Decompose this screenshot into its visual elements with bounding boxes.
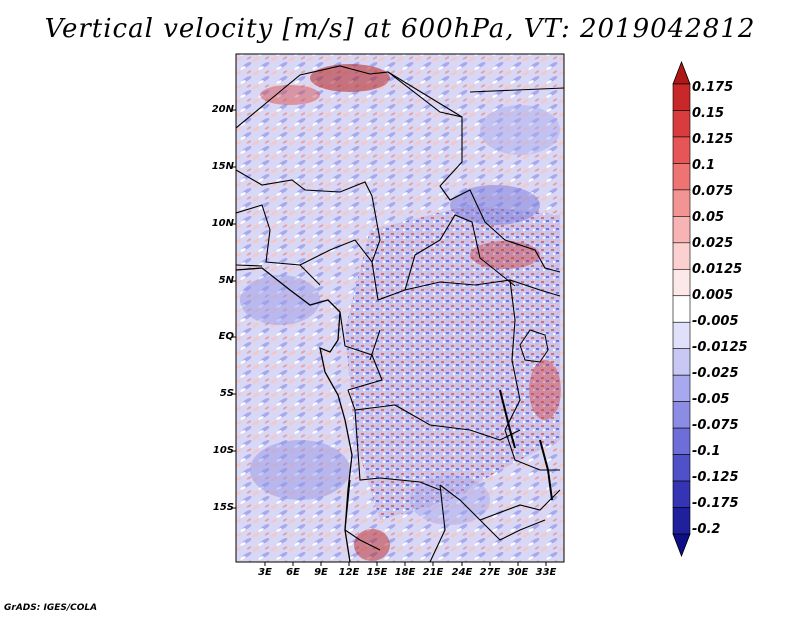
lon-label: 33E bbox=[535, 567, 557, 578]
lat-label: 20N bbox=[211, 104, 234, 115]
lon-ticks bbox=[264, 562, 547, 566]
lon-label: 24E bbox=[451, 567, 473, 578]
figure-title: Vertical velocity [m/s] at 600hPa, VT: 2… bbox=[44, 14, 756, 44]
lat-label: 10S bbox=[212, 445, 234, 456]
lake-victoria bbox=[519, 329, 549, 363]
colorbar-label: 0.0125 bbox=[692, 262, 743, 277]
colorbar-swatch bbox=[672, 507, 691, 535]
colorbar-swatch bbox=[672, 268, 691, 297]
colorbar-swatch bbox=[672, 427, 691, 455]
colorbar-label: -0.05 bbox=[692, 392, 730, 407]
colorbar-label: 0.025 bbox=[692, 236, 734, 251]
lat-label: 5N bbox=[218, 275, 234, 286]
lat-label: 5S bbox=[219, 388, 234, 399]
vertical-velocity-field bbox=[236, 54, 564, 562]
colorbar-label: -0.125 bbox=[692, 470, 739, 485]
lon-label: 3E bbox=[258, 567, 272, 578]
colorbar-swatch bbox=[672, 136, 691, 164]
lake-malawi bbox=[539, 439, 553, 501]
footer-credit: GrADS: IGES/COLA bbox=[4, 603, 98, 613]
colorbar-swatch bbox=[672, 189, 691, 217]
colorbar-label: -0.0125 bbox=[692, 340, 748, 355]
colorbar-swatch bbox=[672, 216, 691, 244]
colorbar-label: -0.1 bbox=[692, 444, 721, 459]
colorbar-swatch bbox=[672, 454, 691, 482]
lon-label: 21E bbox=[422, 567, 444, 578]
colorbar-label: 0.005 bbox=[692, 288, 734, 303]
lon-label: 12E bbox=[338, 567, 360, 578]
lat-label: 10N bbox=[211, 218, 234, 229]
lat-label: 15N bbox=[211, 161, 234, 172]
lat-ticks bbox=[232, 109, 236, 509]
colorbar-label: -0.075 bbox=[692, 418, 739, 433]
colorbar-swatch bbox=[672, 480, 691, 508]
colorbar-label: 0.05 bbox=[692, 210, 725, 225]
colorbar-swatch bbox=[672, 348, 691, 376]
lon-label: 18E bbox=[394, 567, 416, 578]
colorbar-label: 0.075 bbox=[692, 184, 734, 199]
colorbar-label: 0.125 bbox=[692, 132, 734, 147]
colorbar-swatch bbox=[672, 374, 691, 402]
country-borders bbox=[236, 65, 564, 562]
colorbar-min-arrow bbox=[672, 533, 691, 558]
colorbar-label: -0.175 bbox=[692, 496, 739, 511]
colorbar-swatch bbox=[672, 321, 691, 350]
lon-label: 9E bbox=[314, 567, 328, 578]
colorbar-label: -0.025 bbox=[692, 366, 739, 381]
lon-label: 15E bbox=[366, 567, 388, 578]
colorbar-label: 0.175 bbox=[692, 80, 734, 95]
colorbar-swatch bbox=[672, 401, 691, 429]
colorbar-swatch bbox=[672, 163, 691, 191]
colorbar-swatch bbox=[672, 295, 691, 323]
colorbar-label: 0.1 bbox=[692, 158, 716, 173]
lat-label: EQ bbox=[218, 331, 234, 342]
lake-tanganyika bbox=[499, 389, 516, 449]
map-frame bbox=[235, 53, 565, 563]
colorbar-swatch bbox=[672, 242, 691, 270]
lat-label: 15S bbox=[212, 502, 234, 513]
colorbar-label: -0.005 bbox=[692, 314, 739, 329]
lon-label: 30E bbox=[507, 567, 529, 578]
colorbar-max-arrow bbox=[672, 60, 691, 85]
colorbar bbox=[672, 60, 691, 558]
lon-label: 6E bbox=[286, 567, 300, 578]
colorbar-swatch bbox=[672, 110, 691, 138]
colorbar-label: -0.2 bbox=[692, 522, 721, 537]
lon-label: 27E bbox=[479, 567, 501, 578]
coastline bbox=[236, 267, 353, 562]
colorbar-swatch bbox=[672, 83, 691, 111]
colorbar-label: 0.15 bbox=[692, 106, 725, 121]
